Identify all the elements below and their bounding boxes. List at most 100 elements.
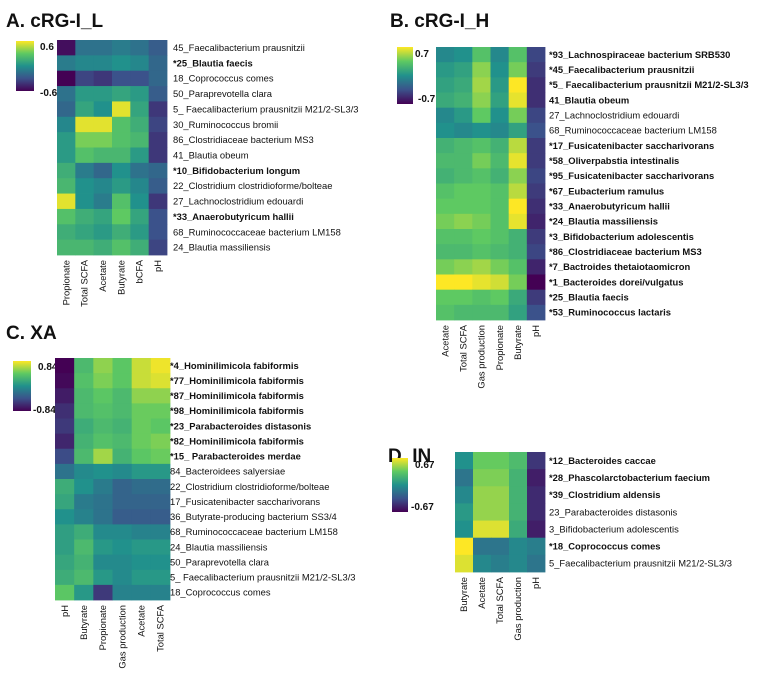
heatmap-cell — [508, 244, 528, 260]
heatmap-cell — [454, 47, 473, 63]
heatmap-cell — [112, 494, 133, 510]
heatmap-cell — [55, 494, 75, 510]
heatmap-cell — [93, 132, 113, 148]
row-label: *95_Fusicatenibacter saccharivorans — [549, 170, 714, 181]
heatmap-cell — [112, 70, 131, 87]
row-label: 18_Coprococcus comes — [173, 73, 274, 84]
heatmap-cell — [57, 86, 76, 102]
heatmap-cell — [112, 584, 133, 601]
heatmap-cell — [112, 239, 131, 256]
heatmap-cell — [75, 70, 95, 87]
heatmap-cell — [491, 469, 510, 487]
heatmap-cell — [75, 193, 95, 210]
heatmap-cell — [131, 358, 152, 374]
heatmap-cell — [508, 107, 528, 124]
heatmap-cell — [131, 388, 152, 404]
heatmap-cell — [131, 403, 152, 419]
heatmap-cell — [436, 77, 455, 93]
panel-b-colorbar-max: 0.7 — [415, 49, 429, 60]
row-label: *67_Eubacterium ramulus — [549, 185, 664, 196]
heatmap-cell — [55, 584, 75, 601]
heatmap-cell — [57, 239, 76, 256]
heatmap-cell — [473, 469, 492, 487]
heatmap-cell — [473, 520, 492, 539]
heatmap-cell — [112, 403, 133, 419]
heatmap-cell — [75, 40, 95, 56]
heatmap-cell — [112, 539, 133, 556]
heatmap-cell — [74, 373, 94, 389]
heatmap-cell — [93, 403, 113, 419]
heatmap-cell — [454, 244, 473, 260]
column-label: bCFA — [134, 259, 145, 283]
heatmap-cell — [472, 107, 491, 124]
heatmap-cell — [526, 168, 546, 184]
heatmap-cell — [491, 537, 510, 556]
heatmap-cell — [55, 569, 75, 586]
heatmap-cell — [148, 178, 168, 194]
row-label: 86_Clostridiaceae bacterium MS3 — [173, 134, 314, 145]
row-label: 24_Blautia massiliensis — [170, 541, 268, 552]
heatmap-cell — [112, 433, 133, 450]
heatmap-cell — [455, 452, 474, 470]
heatmap-cell — [131, 509, 152, 525]
heatmap-cell — [93, 86, 113, 102]
heatmap-cell — [130, 193, 150, 210]
heatmap-cell — [55, 358, 75, 374]
heatmap-cell — [508, 213, 528, 230]
heatmap-cell — [148, 239, 168, 256]
heatmap-cell — [473, 486, 492, 504]
heatmap-cell — [74, 584, 94, 601]
heatmap-cell — [112, 101, 131, 118]
heatmap-cell — [455, 469, 474, 487]
column-label: pH — [152, 260, 163, 272]
column-label: Acetate — [476, 577, 487, 609]
heatmap-cell — [93, 178, 113, 194]
heatmap-cell — [112, 524, 133, 540]
panel-a-colorbar-min: -0.6 — [40, 88, 58, 99]
panel-a-heatmap: 45_Faecalibacterium prausnitzii *25_Blaut… — [57, 40, 359, 307]
row-label: *82_Hominilimicola fabiformis — [170, 435, 304, 446]
heatmap-cell — [455, 520, 474, 539]
heatmap-cell — [57, 162, 76, 179]
heatmap-cell — [490, 183, 510, 200]
heatmap-cell — [93, 479, 113, 495]
heatmap-cell — [55, 388, 75, 404]
heatmap-cell — [93, 224, 113, 241]
column-label: Propionate — [97, 605, 108, 650]
panel-d-heatmap: *12_Bacteroides caccae *28_Phascolarctoba… — [455, 452, 732, 641]
heatmap-cell — [112, 55, 131, 72]
heatmap-cell — [508, 304, 528, 321]
heatmap-cell — [150, 569, 171, 586]
heatmap-cell — [74, 569, 94, 586]
heatmap-cell — [508, 259, 528, 275]
heatmap-cell — [150, 403, 171, 419]
row-label: *98_Hominilimicola fabiformis — [170, 405, 304, 416]
heatmap-cell — [148, 116, 168, 133]
heatmap-cell — [112, 463, 133, 480]
heatmap-cell — [55, 524, 75, 540]
heatmap-cell — [490, 138, 510, 154]
heatmap-cell — [55, 418, 75, 435]
panel-d-colorbar-max: 0.67 — [415, 460, 435, 471]
heatmap-cell — [131, 494, 152, 510]
heatmap-cell — [526, 62, 546, 78]
heatmap-cell — [472, 47, 491, 63]
heatmap-cell — [526, 92, 546, 109]
heatmap-cell — [526, 47, 546, 63]
heatmap-cell — [472, 153, 491, 169]
heatmap-cell — [526, 77, 546, 93]
heatmap-cell — [74, 418, 94, 435]
heatmap-cell — [148, 70, 168, 87]
heatmap-cell — [150, 388, 171, 404]
column-label: Gas production — [116, 605, 127, 669]
heatmap-cell — [93, 418, 113, 435]
heatmap-cell — [112, 193, 131, 210]
heatmap-cell — [472, 274, 491, 291]
heatmap-cell — [57, 101, 76, 118]
heatmap-cell — [93, 539, 113, 556]
heatmap-cell — [55, 554, 75, 571]
heatmap-cell — [93, 584, 113, 601]
panel-b-title: B. cRG-I_H — [390, 11, 489, 32]
heatmap-cell — [112, 388, 133, 404]
heatmap-cell — [93, 494, 113, 510]
